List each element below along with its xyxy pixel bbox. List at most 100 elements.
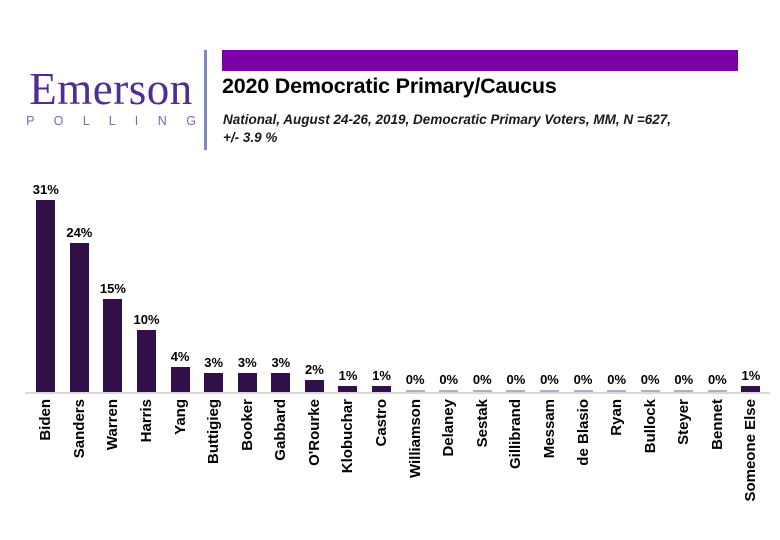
- x-axis-label: O'Rourke: [305, 399, 323, 466]
- chart-subtitle-line2: +/- 3.9 %: [223, 129, 278, 145]
- x-axis-label-cell: Booker: [230, 399, 264, 451]
- bar-value-label: 0%: [472, 372, 492, 387]
- x-axis-label: Williamson: [406, 399, 424, 479]
- chart-subtitle-line1: National, August 24-26, 2019, Democratic…: [223, 112, 672, 127]
- x-axis-label: Steyer: [675, 399, 693, 445]
- bar-column: 0%: [600, 372, 634, 392]
- bar-value-label: 0%: [640, 372, 660, 387]
- logo-brand-text: Emerson: [29, 64, 193, 114]
- bar-column: 15%: [96, 281, 130, 392]
- x-axis-label-cell: Buttigieg: [197, 399, 231, 464]
- bar-column: 0%: [432, 372, 466, 392]
- bar: [640, 390, 660, 392]
- bar: [539, 390, 559, 392]
- bar: [741, 385, 761, 392]
- x-axis-label: Sanders: [70, 399, 88, 459]
- bar-value-label: 1%: [372, 367, 391, 383]
- x-axis-label: Delaney: [440, 399, 458, 457]
- bar: [237, 373, 257, 392]
- x-axis-label-cell: Harris: [130, 399, 164, 442]
- bar-column: 24%: [63, 225, 97, 392]
- bar: [69, 243, 89, 392]
- bar: [338, 385, 358, 392]
- bar: [36, 199, 56, 392]
- bar-value-label: 0%: [506, 372, 526, 387]
- x-axis-label-cell: O'Rourke: [298, 399, 332, 466]
- bar-value-label: 10%: [133, 312, 160, 327]
- bar-value-label: 0%: [707, 372, 727, 387]
- bar-column: 2%: [298, 362, 332, 392]
- x-axis-label-cell: Messam: [533, 399, 567, 458]
- bar: [607, 390, 627, 392]
- bar-column: 0%: [466, 372, 500, 392]
- bar-column: 3%: [197, 355, 231, 392]
- x-axis-label-cell: Yang: [163, 399, 197, 435]
- x-axis-label: Klobuchar: [339, 399, 357, 474]
- emerson-polling-logo: Emerson P O L L I N G: [18, 66, 204, 128]
- bar-column: 0%: [398, 372, 432, 392]
- bar-value-label: 0%: [674, 372, 694, 387]
- x-axis-label: de Blasio: [574, 399, 592, 466]
- bar-column: 3%: [230, 355, 264, 392]
- x-axis-label-cell: Warren: [96, 399, 130, 450]
- bar-column: 0%: [667, 372, 701, 392]
- bar-value-label: 0%: [405, 372, 425, 387]
- bar-value-label: 0%: [540, 372, 559, 387]
- bar: [137, 330, 157, 392]
- x-axis-label-cell: Biden: [29, 399, 63, 441]
- bar-column: 4%: [163, 349, 197, 392]
- x-axis-label: Bennet: [708, 399, 726, 450]
- bar-column: 0%: [499, 372, 533, 392]
- bar-column: 3%: [264, 355, 298, 392]
- x-axis-label-cell: Bennet: [701, 399, 735, 450]
- bar: [506, 390, 526, 392]
- bar-column: 0%: [701, 372, 735, 392]
- bar-column: 0%: [566, 372, 600, 392]
- bar: [405, 390, 425, 392]
- chart-subtitle: National, August 24-26, 2019, Democratic…: [223, 111, 671, 146]
- x-axis-label: Biden: [37, 399, 55, 441]
- x-axis-label-cell: Delaney: [432, 399, 466, 457]
- bar: [472, 390, 492, 392]
- bar-value-label: 4%: [170, 349, 190, 365]
- bar-value-label: 1%: [741, 367, 761, 383]
- x-axis-label-cell: Steyer: [667, 399, 701, 445]
- x-axis-label: Booker: [238, 399, 256, 451]
- x-axis-label-cell: de Blasio: [566, 399, 600, 466]
- bar: [204, 373, 224, 392]
- header-divider-line: [204, 50, 207, 150]
- bar: [707, 390, 727, 392]
- bar-column: 0%: [533, 372, 567, 392]
- chart-title: 2020 Democratic Primary/Caucus: [222, 74, 557, 98]
- x-axis-line: [25, 392, 770, 394]
- x-axis-label: Sestak: [473, 399, 491, 448]
- x-axis-label-cell: Sestak: [466, 399, 500, 447]
- bar: [573, 390, 593, 392]
- bar-value-label: 0%: [573, 372, 593, 387]
- bar-value-label: 3%: [237, 355, 257, 371]
- x-axis-label: Warren: [104, 399, 122, 451]
- logo-sub-brand-text: P O L L I N G: [26, 114, 204, 128]
- bar: [304, 379, 324, 392]
- bar: [372, 385, 392, 392]
- bar-column: 1%: [365, 368, 399, 392]
- bar-value-label: 2%: [305, 361, 324, 377]
- x-axis-label-cell: Castro: [365, 399, 399, 447]
- x-axis-label: Castro: [373, 399, 391, 447]
- bar-column: 10%: [130, 312, 164, 392]
- x-axis-label-cell: Ryan: [600, 399, 634, 436]
- bar: [170, 367, 190, 392]
- x-axis-labels: Biden Sanders Warren Harris Yang Buttigieg Boo…: [29, 399, 768, 502]
- bar-value-label: 0%: [439, 372, 459, 387]
- bar-value-label: 31%: [32, 181, 59, 197]
- bar-column: 1%: [331, 368, 365, 392]
- bar-value-label: 1%: [338, 367, 358, 383]
- x-axis-label-cell: Williamson: [398, 399, 432, 478]
- header-accent-bar: [222, 50, 738, 71]
- x-axis-label: Messam: [540, 399, 558, 459]
- bar-column: 31%: [29, 182, 63, 392]
- x-axis-label-cell: Someone Else: [734, 399, 768, 502]
- bar-value-label: 15%: [99, 281, 126, 296]
- bar-column: 0%: [633, 372, 667, 392]
- x-axis-label: Yang: [171, 399, 189, 435]
